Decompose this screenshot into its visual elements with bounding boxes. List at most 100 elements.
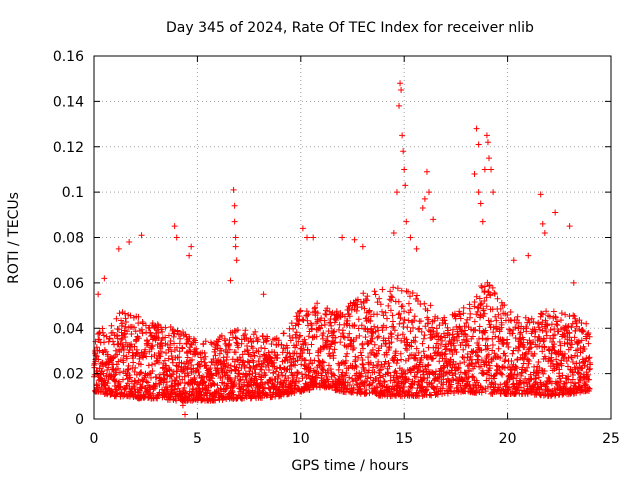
data-point bbox=[236, 361, 243, 368]
data-point bbox=[485, 155, 492, 162]
data-point bbox=[413, 292, 420, 299]
data-point bbox=[517, 329, 524, 336]
data-point bbox=[181, 384, 188, 391]
data-point bbox=[407, 328, 414, 335]
data-point bbox=[314, 300, 321, 307]
data-point bbox=[557, 342, 564, 349]
data-point bbox=[376, 367, 383, 374]
data-point bbox=[536, 391, 543, 398]
data-point bbox=[465, 342, 472, 349]
data-point bbox=[258, 344, 265, 351]
data-point bbox=[551, 341, 558, 348]
data-point bbox=[164, 386, 171, 393]
axis-ticks: 0 0.02 0.04 0.06 0.08 0.1 0.12 0.14 0.16 0 5 10 15 20… bbox=[53, 49, 620, 447]
data-point bbox=[353, 307, 360, 314]
data-point bbox=[488, 358, 495, 365]
data-point bbox=[463, 337, 470, 344]
data-point bbox=[294, 357, 301, 364]
data-point bbox=[531, 350, 538, 357]
data-point bbox=[583, 335, 590, 342]
data-point bbox=[532, 328, 539, 335]
data-point bbox=[476, 335, 483, 342]
data-point bbox=[401, 316, 408, 323]
data-point bbox=[391, 327, 398, 334]
data-point bbox=[351, 322, 358, 329]
data-point bbox=[123, 318, 130, 325]
data-point bbox=[456, 324, 463, 331]
data-point bbox=[232, 334, 239, 341]
data-point bbox=[152, 380, 159, 387]
data-point bbox=[243, 372, 250, 379]
data-point bbox=[581, 345, 588, 352]
data-point bbox=[586, 366, 593, 373]
data-point bbox=[387, 330, 394, 337]
data-point bbox=[402, 182, 409, 189]
data-point bbox=[191, 391, 198, 398]
data-point bbox=[568, 354, 575, 361]
data-point bbox=[583, 320, 590, 327]
data-point bbox=[584, 373, 591, 380]
data-point bbox=[569, 320, 576, 327]
data-point bbox=[506, 385, 513, 392]
data-point bbox=[475, 359, 482, 366]
data-point bbox=[202, 338, 209, 345]
data-point bbox=[230, 391, 237, 398]
data-point bbox=[561, 354, 568, 361]
data-point bbox=[381, 378, 388, 385]
data-point bbox=[442, 370, 449, 377]
data-point bbox=[234, 327, 241, 334]
data-point bbox=[526, 381, 533, 388]
data-point bbox=[328, 311, 335, 318]
data-point bbox=[525, 360, 532, 367]
data-point bbox=[201, 378, 208, 385]
data-point bbox=[504, 339, 511, 346]
data-point bbox=[471, 170, 478, 177]
data-point bbox=[491, 289, 498, 296]
data-point bbox=[461, 359, 468, 366]
data-point bbox=[551, 331, 558, 338]
data-point bbox=[440, 381, 447, 388]
data-point bbox=[376, 369, 383, 376]
data-point bbox=[441, 317, 448, 324]
data-point bbox=[425, 316, 432, 323]
data-point bbox=[424, 307, 431, 314]
data-point bbox=[330, 329, 337, 336]
data-point bbox=[567, 379, 574, 386]
data-point bbox=[433, 340, 440, 347]
data-point bbox=[133, 371, 140, 378]
data-point bbox=[355, 316, 362, 323]
data-point bbox=[475, 141, 482, 148]
data-point bbox=[357, 349, 364, 356]
data-point bbox=[308, 341, 315, 348]
data-point bbox=[189, 392, 196, 399]
data-point bbox=[197, 363, 204, 370]
data-point bbox=[556, 366, 563, 373]
data-point bbox=[210, 355, 217, 362]
data-point bbox=[296, 308, 303, 315]
data-point bbox=[553, 356, 560, 363]
data-point bbox=[407, 234, 414, 241]
data-point bbox=[500, 337, 507, 344]
data-point bbox=[306, 350, 313, 357]
data-point bbox=[501, 364, 508, 371]
data-point bbox=[496, 364, 503, 371]
data-point bbox=[305, 333, 312, 340]
data-point bbox=[551, 326, 558, 333]
data-point bbox=[434, 383, 441, 390]
data-point bbox=[478, 389, 485, 396]
data-point bbox=[366, 307, 373, 314]
data-point bbox=[147, 374, 154, 381]
data-point bbox=[149, 343, 156, 350]
data-point bbox=[509, 330, 516, 337]
data-point bbox=[127, 374, 134, 381]
data-point bbox=[440, 330, 447, 337]
data-point bbox=[119, 309, 126, 316]
data-point bbox=[292, 379, 299, 386]
data-point bbox=[128, 331, 135, 338]
data-point bbox=[494, 363, 501, 370]
data-point bbox=[137, 361, 144, 368]
data-point bbox=[324, 305, 331, 312]
data-point bbox=[415, 349, 422, 356]
data-point bbox=[543, 328, 550, 335]
data-point bbox=[570, 371, 577, 378]
